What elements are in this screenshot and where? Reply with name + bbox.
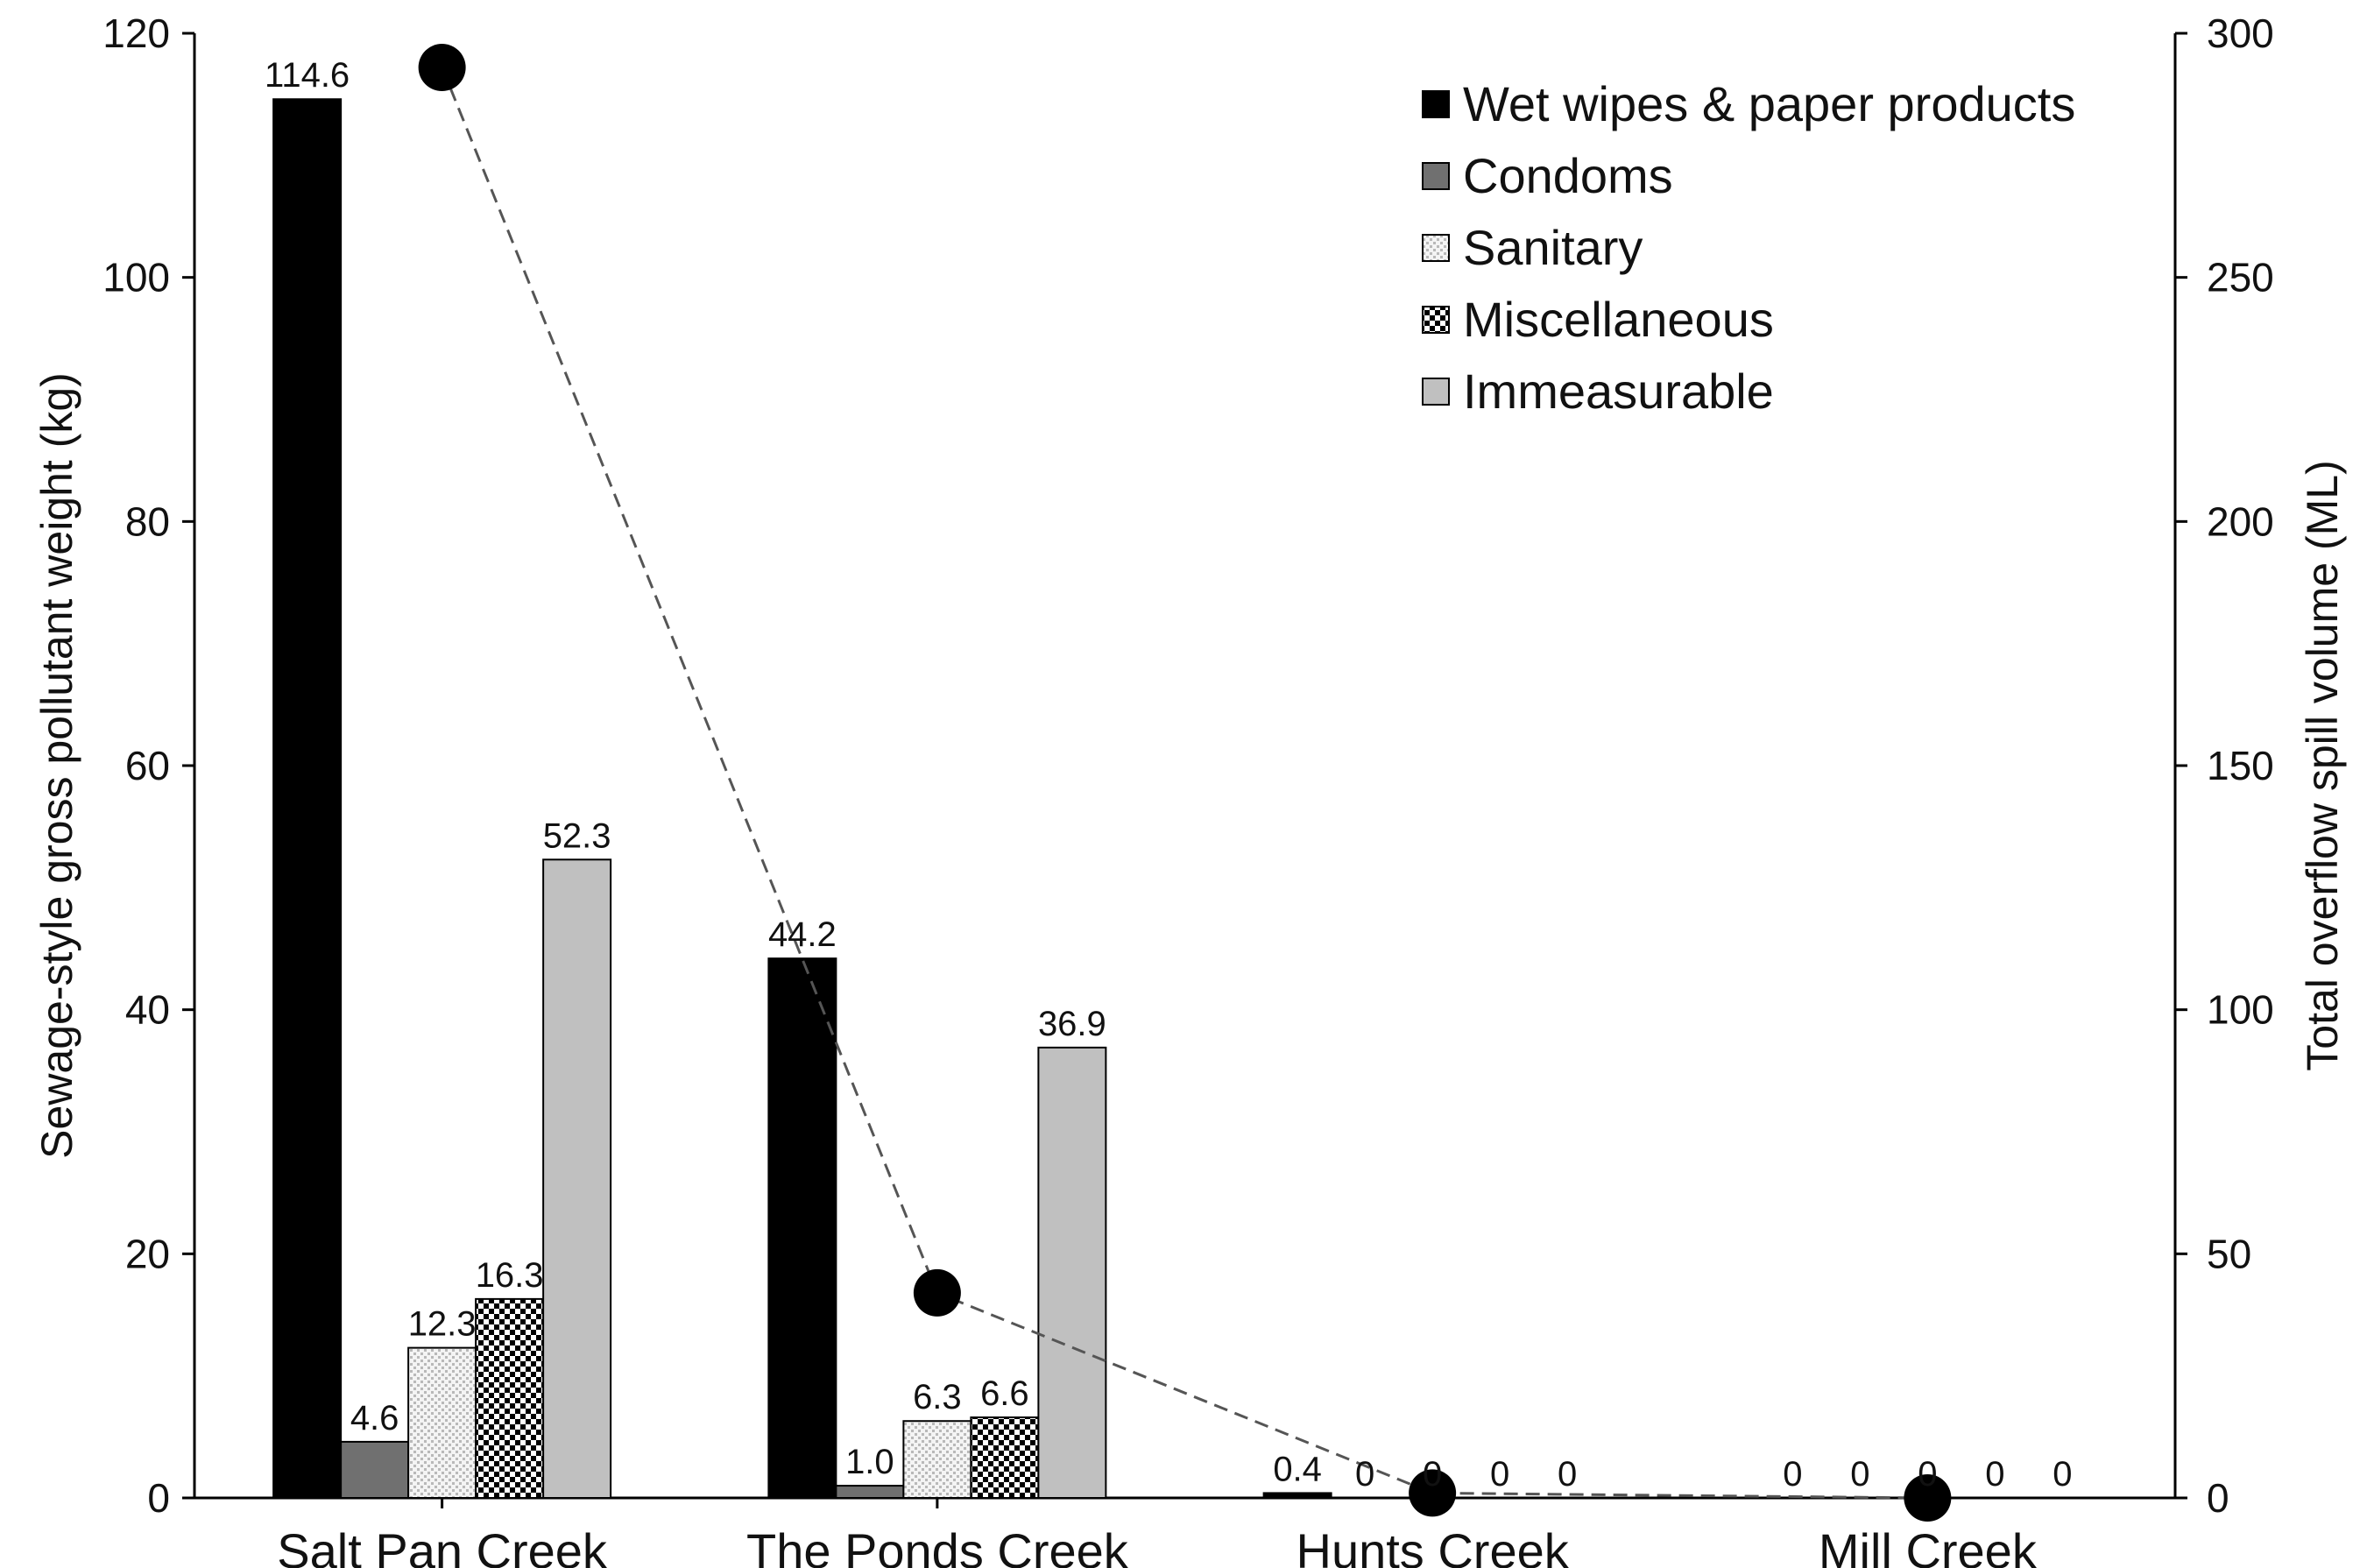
bar-value-label: 0.4 xyxy=(1273,1450,1322,1488)
bar xyxy=(340,1440,410,1499)
overflow-marker xyxy=(913,1268,961,1317)
bar-value-label: 0 xyxy=(1850,1455,1869,1494)
bar xyxy=(542,858,612,1499)
y-tick-label: 0 xyxy=(147,1475,170,1521)
bar xyxy=(902,1420,972,1499)
bar xyxy=(272,98,343,1500)
legend: Wet wipes & paper products Condoms Sanitar… xyxy=(1422,76,2075,419)
legend-label: Wet wipes & paper products xyxy=(1463,76,2075,131)
y-tick-label: 100 xyxy=(102,255,170,300)
x-category-label: The Ponds Creek xyxy=(746,1523,1129,1568)
bar-value-label: 12.3 xyxy=(408,1305,477,1344)
y-axis-title: Sewage-style gross pollutant weight (kg) xyxy=(32,372,81,1159)
legend-label: Immeasurable xyxy=(1463,364,1774,419)
bar-value-label: 0 xyxy=(1783,1455,1802,1494)
bar-value-label: 0 xyxy=(1423,1455,1442,1494)
y-tick-label: 60 xyxy=(125,743,170,788)
x-category-label: Salt Pan Creek xyxy=(277,1523,608,1568)
x-category-label: Mill Creek xyxy=(1819,1523,2038,1568)
bar xyxy=(1262,1492,1332,1499)
axes: 0 20 40 60 80 100 120 0 50 100 150 200 250 300 Sewage-… xyxy=(32,11,2347,1568)
legend-swatch xyxy=(1422,378,1450,406)
data-labels: 114.6 4.6 12.3 16.3 52.3 44.2 1.0 6.3 6.6 36.9 0.4… xyxy=(265,56,2072,1494)
y2-tick-label: 50 xyxy=(2207,1231,2251,1276)
y2-tick-label: 150 xyxy=(2207,743,2274,788)
y2-tick-label: 0 xyxy=(2207,1475,2229,1521)
bar-value-label: 0 xyxy=(1985,1455,2004,1494)
legend-label: Miscellaneous xyxy=(1463,292,1774,347)
legend-swatch xyxy=(1422,162,1450,190)
bar xyxy=(767,957,837,1499)
overflow-line-series xyxy=(418,44,1952,1522)
bar-value-label: 52.3 xyxy=(543,816,611,855)
bar-value-label: 6.6 xyxy=(980,1374,1029,1413)
bar-value-label: 0 xyxy=(1558,1455,1577,1494)
y2-tick-label: 250 xyxy=(2207,255,2274,300)
bar-value-label: 0 xyxy=(1490,1455,1509,1494)
y-tick-label: 120 xyxy=(102,11,170,56)
overflow-marker xyxy=(1904,1474,1952,1522)
bar xyxy=(970,1416,1040,1500)
legend-swatch xyxy=(1422,90,1450,118)
bar-value-label: 4.6 xyxy=(350,1399,399,1437)
bar xyxy=(407,1346,477,1499)
y2-tick-label: 300 xyxy=(2207,11,2274,56)
overflow-marker xyxy=(418,44,466,92)
legend-label: Sanitary xyxy=(1463,220,1643,275)
bar-value-label: 6.3 xyxy=(913,1378,962,1416)
legend-swatch xyxy=(1422,234,1450,262)
bar-value-label: 114.6 xyxy=(265,56,350,95)
y2-axis-title: Total overflow spill volume (ML) xyxy=(2298,460,2347,1070)
bar-value-label: 0 xyxy=(1355,1455,1374,1494)
bar-value-label: 16.3 xyxy=(476,1256,544,1295)
overflow-dashed-line xyxy=(441,67,1928,1500)
bar-value-label: 0 xyxy=(1918,1455,1937,1494)
y-tick-label: 80 xyxy=(125,498,170,544)
y-tick-label: 40 xyxy=(125,987,170,1033)
bar-value-label: 36.9 xyxy=(1038,1005,1106,1043)
y2-tick-label: 100 xyxy=(2207,987,2274,1033)
overflow-marker xyxy=(1409,1469,1457,1517)
bar-value-label: 0 xyxy=(2053,1455,2072,1494)
bar-value-label: 44.2 xyxy=(768,915,837,954)
bar-value-label: 1.0 xyxy=(845,1443,894,1481)
y-tick-label: 20 xyxy=(125,1231,170,1276)
legend-label: Condoms xyxy=(1463,148,1673,203)
bar xyxy=(475,1297,545,1500)
bars xyxy=(272,98,1332,1500)
y2-tick-label: 200 xyxy=(2207,498,2274,544)
bar xyxy=(835,1485,905,1499)
bar xyxy=(1037,1046,1107,1499)
x-category-label: Hunts Creek xyxy=(1297,1523,1570,1568)
legend-swatch xyxy=(1422,306,1450,334)
